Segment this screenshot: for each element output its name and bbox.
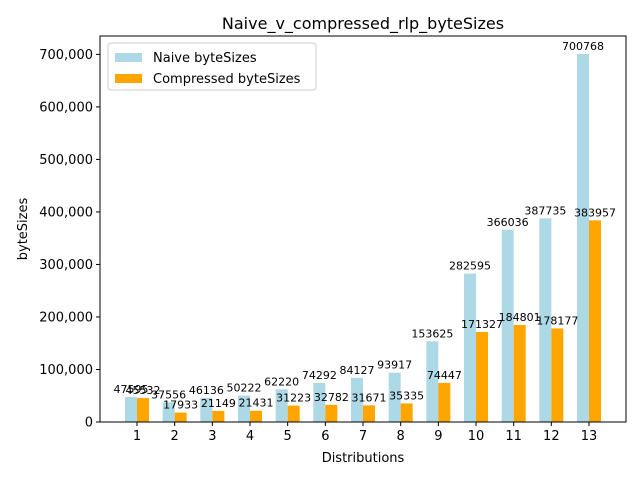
naive-bar-label: 93917 [377, 359, 412, 372]
naive-bar-label: 37556 [151, 388, 186, 401]
naive-bar-label: 62220 [264, 375, 299, 388]
x-tick-label: 10 [468, 429, 485, 444]
compressed-bar [400, 403, 413, 422]
legend-swatch [115, 74, 142, 83]
x-tick-label: 9 [434, 429, 442, 444]
naive-bar-label: 74292 [302, 369, 337, 382]
y-axis-title: byteSizes [16, 198, 31, 261]
naive-bar [125, 397, 137, 422]
plot-area: 47595 37556 46136 50222 62220 74292 84127 93917… [114, 40, 616, 422]
naive-bar [313, 382, 326, 422]
x-tick-label: 7 [359, 429, 367, 444]
compressed-bar [137, 398, 149, 422]
compressed-bar-label: 178177 [536, 314, 578, 327]
naive-bar [388, 372, 401, 422]
compressed-bar-label: 32782 [314, 391, 349, 404]
x-axis: 1 2 3 4 5 6 7 8 9 10 11 12 13 [133, 422, 597, 444]
x-tick-label: 13 [581, 429, 598, 444]
x-tick-label: 3 [208, 429, 216, 444]
naive-bar [351, 377, 363, 422]
compressed-bar-label: 74447 [427, 369, 462, 382]
naive-bar [275, 389, 288, 422]
naive-bar [200, 397, 213, 422]
y-tick-label: 400,000 [39, 205, 93, 220]
compressed-bar [325, 404, 338, 422]
naive-bar-label: 47595 [114, 383, 149, 396]
naive-bar-label: 84127 [340, 364, 375, 377]
y-tick-label: 600,000 [39, 100, 93, 115]
naive-bar-label: 700768 [562, 40, 604, 53]
x-tick-label: 8 [397, 429, 405, 444]
naive-bar [577, 53, 589, 422]
x-tick-label: 12 [543, 429, 560, 444]
compressed-bar-label: 31671 [352, 391, 387, 404]
naive-bar [539, 218, 552, 422]
compressed-bar-label: 184801 [499, 311, 541, 324]
naive-bar-label: 153625 [411, 327, 453, 340]
compressed-bar-label: 45532 [126, 384, 161, 397]
compressed-bar [551, 328, 564, 422]
compressed-bar-label: 171327 [461, 318, 503, 331]
x-tick-label: 11 [505, 429, 522, 444]
compressed-bar [250, 410, 262, 422]
compressed-bar [438, 382, 451, 422]
naive-bar-label: 50222 [227, 382, 262, 395]
naive-bar [501, 229, 514, 422]
legend-box [107, 42, 317, 91]
naive-bar [426, 341, 439, 422]
legend-label: Naive byteSizes [153, 51, 257, 66]
chart-title: Naive_v_compressed_rlp_byteSizes [222, 14, 504, 34]
compressed-bar [476, 332, 488, 422]
naive-bar [162, 402, 175, 422]
compressed-bar-label: 21431 [239, 397, 274, 410]
compressed-bar [589, 220, 601, 422]
compressed-bar [287, 405, 300, 422]
x-tick-label: 6 [321, 429, 329, 444]
naive-bar [238, 395, 250, 422]
legend-label: Compressed byteSizes [153, 72, 301, 87]
y-axis: 0 100,000 200,000 300,000 400,000 500,000 600,… [39, 48, 100, 431]
naive-bar-label: 366036 [487, 216, 529, 229]
naive-bar [464, 273, 476, 422]
compressed-bar-label: 383957 [574, 206, 616, 219]
x-tick-label: 2 [171, 429, 179, 444]
compressed-bar-label: 31223 [276, 392, 311, 405]
legend: Naive byteSizes Compressed byteSizes [107, 42, 317, 91]
y-tick-label: 0 [85, 416, 93, 431]
y-tick-label: 100,000 [39, 363, 93, 378]
compressed-bar-label: 21149 [201, 397, 236, 410]
compressed-bar [363, 405, 375, 422]
y-tick-label: 700,000 [39, 48, 93, 63]
naive-bar-label: 387735 [524, 204, 566, 217]
x-tick-label: 5 [284, 429, 292, 444]
x-tick-label: 1 [133, 429, 141, 444]
y-tick-label: 300,000 [39, 258, 93, 273]
y-tick-label: 500,000 [39, 153, 93, 168]
x-tick-label: 4 [246, 429, 254, 444]
compressed-bar-label: 35335 [389, 389, 424, 402]
naive-bar-label: 282595 [449, 260, 491, 273]
compressed-bar [513, 324, 526, 422]
x-axis-title: Distributions [322, 451, 405, 466]
compressed-bar-label: 17933 [163, 399, 198, 412]
naive-bar-label: 46136 [189, 384, 224, 397]
y-tick-label: 200,000 [39, 310, 93, 325]
compressed-bar [174, 412, 187, 422]
legend-swatch [115, 53, 142, 62]
compressed-bar [212, 410, 225, 422]
